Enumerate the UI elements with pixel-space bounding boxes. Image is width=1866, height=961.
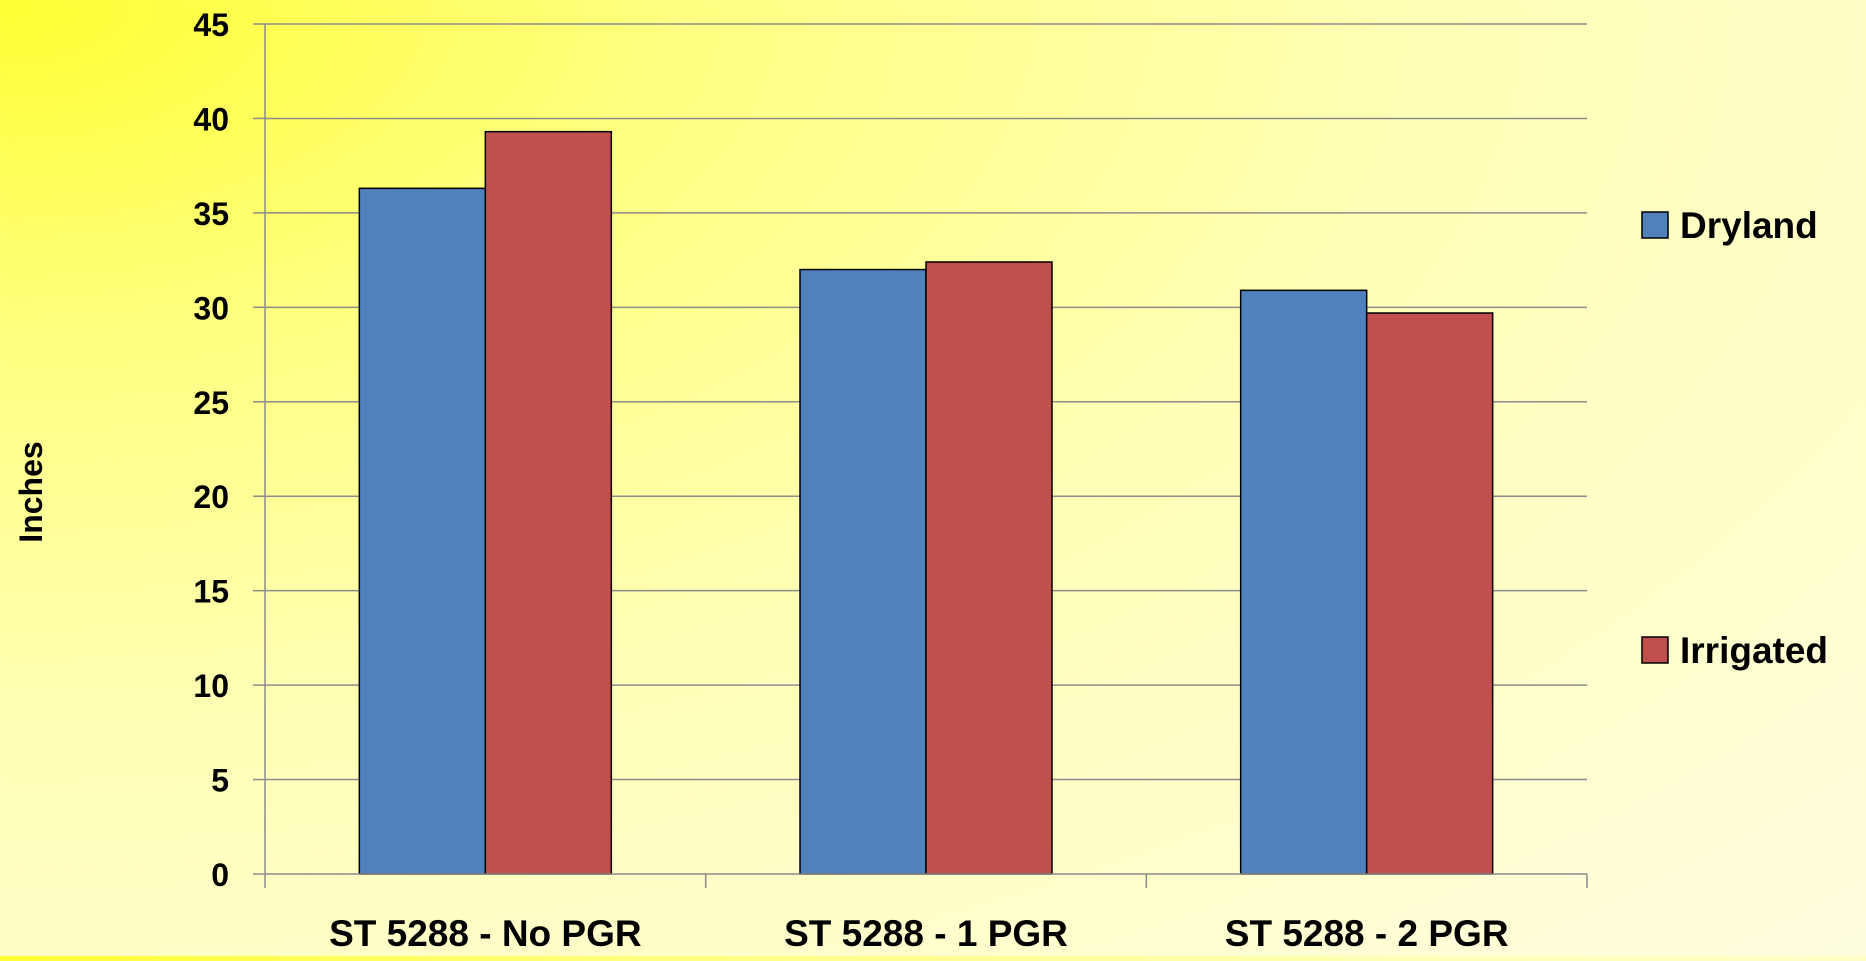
legend-swatch-irrigated xyxy=(1642,637,1668,663)
y-tick-label: 20 xyxy=(193,479,229,515)
y-tick-label: 45 xyxy=(193,7,229,43)
y-tick-label: 30 xyxy=(193,290,229,326)
bar-dryland xyxy=(800,270,926,874)
y-tick-label: 25 xyxy=(193,385,229,421)
legend-swatch-dryland xyxy=(1642,212,1668,238)
x-tick-label: ST 5288 - 1 PGR xyxy=(784,913,1068,954)
y-tick-label: 5 xyxy=(211,763,229,799)
legend: Dryland Irrigated xyxy=(1642,205,1828,671)
x-tick-label: ST 5288 - 2 PGR xyxy=(1225,913,1509,954)
bar-irrigated xyxy=(926,262,1052,874)
bar-dryland xyxy=(359,188,485,874)
y-tick-labels: 0 5 10 15 20 25 30 35 40 45 xyxy=(193,7,229,893)
bar-irrigated xyxy=(485,132,611,874)
y-axis-title: Inches xyxy=(13,441,49,542)
y-tick-label: 40 xyxy=(193,101,229,137)
y-tick-label: 10 xyxy=(193,668,229,704)
bar-dryland xyxy=(1241,290,1367,874)
bars xyxy=(359,132,1492,874)
y-tick-label: 35 xyxy=(193,196,229,232)
bar-irrigated xyxy=(1367,313,1493,874)
legend-label-irrigated: Irrigated xyxy=(1680,630,1828,671)
x-tick-labels: ST 5288 - No PGR ST 5288 - 1 PGR ST 5288 -… xyxy=(329,913,1508,954)
y-tick-label: 0 xyxy=(211,857,229,893)
legend-label-dryland: Dryland xyxy=(1680,205,1818,246)
y-tick-label: 15 xyxy=(193,574,229,610)
x-tick-label: ST 5288 - No PGR xyxy=(329,913,642,954)
